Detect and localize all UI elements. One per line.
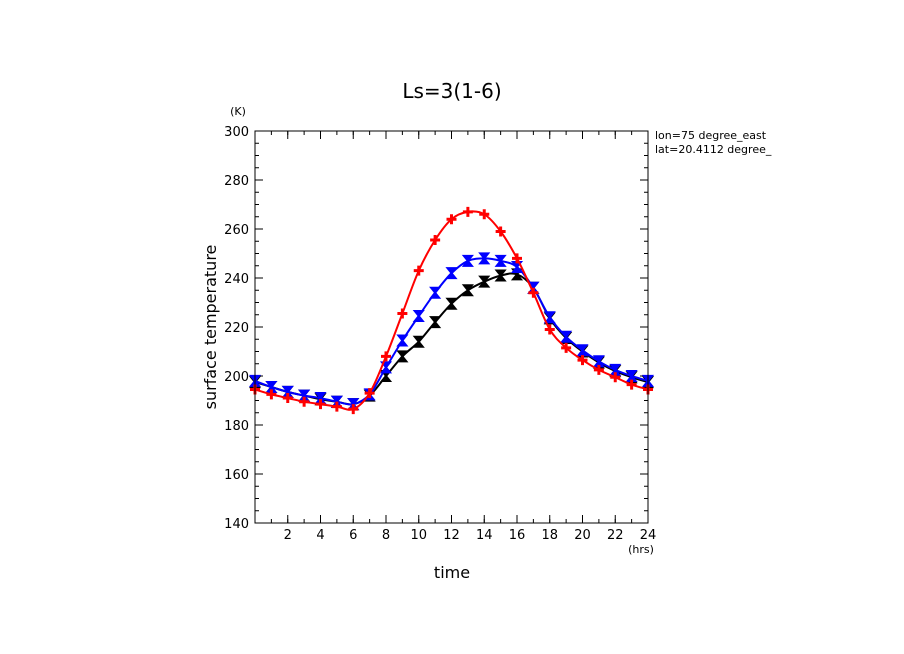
data-point (396, 334, 409, 347)
y-tick-label: 140 (224, 517, 249, 532)
y-tick-label: 300 (224, 125, 249, 140)
series-0 (248, 268, 655, 411)
data-point (315, 399, 326, 410)
data-point (561, 342, 572, 353)
data-point (593, 364, 604, 375)
y-tick-label: 180 (224, 419, 249, 434)
data-point (528, 287, 539, 298)
data-point (412, 335, 425, 348)
y-tick-label: 280 (224, 174, 249, 189)
data-point (397, 308, 408, 319)
data-point (348, 404, 359, 415)
data-point (381, 351, 391, 362)
data-point (446, 214, 457, 225)
data-point (478, 275, 491, 288)
x-axis-title: time (434, 563, 470, 582)
x-tick-label: 2 (284, 528, 292, 543)
data-point (445, 297, 458, 310)
data-point (592, 355, 605, 368)
series-line (254, 272, 649, 406)
x-tick-label: 12 (443, 528, 460, 543)
x-tick-label: 8 (382, 528, 390, 543)
series-layer (248, 206, 655, 415)
x-tick-label: 16 (509, 528, 526, 543)
series-2 (250, 206, 653, 415)
x-tick-label: 24 (640, 528, 657, 543)
data-point (478, 252, 491, 265)
x-tick-label: 22 (607, 528, 624, 543)
data-point (266, 389, 277, 400)
data-point (576, 344, 589, 357)
data-point (379, 361, 393, 374)
data-point (282, 393, 293, 404)
x-tick-label: 14 (476, 528, 493, 543)
data-point (412, 309, 425, 322)
data-point (445, 267, 458, 280)
x-tick-label: 18 (541, 528, 558, 543)
data-point (494, 254, 507, 267)
data-point (331, 401, 342, 412)
x-tick-label: 20 (574, 528, 591, 543)
data-point (265, 381, 278, 394)
x-unit-label: (hrs) (628, 543, 654, 556)
data-point (430, 235, 441, 246)
y-tick-label: 220 (224, 321, 249, 336)
data-point (461, 254, 474, 267)
series-1 (248, 252, 655, 411)
data-point (495, 226, 506, 237)
x-tick-label: 6 (349, 528, 357, 543)
y-tick-label: 240 (224, 272, 249, 287)
data-point (544, 324, 555, 335)
data-point (625, 370, 638, 382)
data-point (479, 209, 490, 220)
ticks-layer: 2 4 6 8 10 12 14 16 18 20 22 2414016018020022024026… (224, 125, 656, 543)
data-point (543, 311, 556, 324)
data-point (364, 388, 375, 399)
data-point (461, 284, 474, 297)
series-line (254, 257, 649, 406)
data-point (512, 253, 522, 264)
annotation-lon: lon=75 degree_east (655, 129, 767, 142)
y-tick-label: 160 (224, 468, 249, 483)
y-unit-label: (K) (230, 105, 246, 118)
data-point (413, 265, 424, 276)
x-tick-label: 10 (410, 528, 427, 543)
data-point (462, 206, 473, 217)
annotation-lat: lat=20.4112 degree_ (655, 143, 772, 156)
data-point (299, 396, 310, 407)
data-point (610, 372, 621, 383)
y-tick-label: 200 (224, 370, 249, 385)
data-point (396, 350, 409, 363)
x-tick-label: 4 (316, 528, 324, 543)
y-tick-label: 260 (224, 223, 249, 238)
data-point (429, 316, 442, 329)
chart-title: Ls=3(1-6) (402, 79, 501, 103)
plot-frame (254, 130, 649, 524)
data-point (429, 286, 442, 299)
y-axis-title: surface temperature (201, 245, 220, 410)
data-point (560, 330, 573, 343)
data-point (626, 379, 637, 390)
data-point (577, 355, 588, 366)
series-line (254, 210, 649, 411)
data-point (494, 269, 507, 282)
